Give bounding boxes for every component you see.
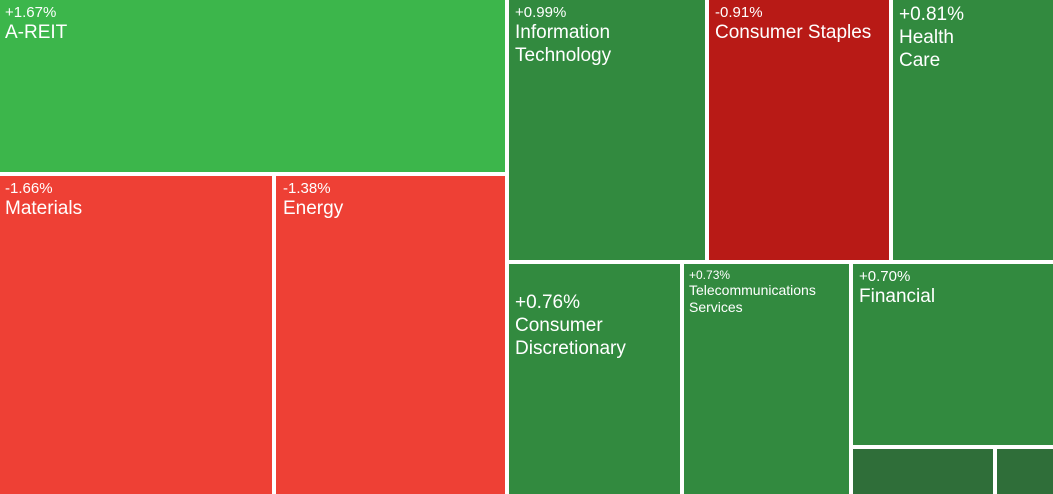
tile-sector-label: Telecommunications Services (689, 282, 816, 316)
tile-sector-label: Consumer Discretionary (515, 314, 626, 359)
tile-change-label: -0.91% (715, 4, 763, 21)
tile-consumer-discretionary[interactable]: +0.76% Consumer Discretionary (509, 264, 680, 494)
tile-energy[interactable]: -1.38% Energy (276, 176, 505, 494)
tile-health-care[interactable]: +0.81% Health Care (893, 0, 1053, 260)
tile-change-label: +0.81% (899, 4, 964, 25)
tile-telecommunications-services[interactable]: +0.73% Telecommunications Services (684, 264, 849, 494)
tile-sector-label: Consumer Staples (715, 22, 872, 43)
tile-sector-label: Health Care (899, 26, 954, 71)
tile-a-reit[interactable]: +1.67% A-REIT (0, 0, 505, 172)
tile-sector-label: Materials (5, 198, 83, 219)
tile-small-sector-2[interactable] (997, 449, 1053, 494)
tile-change-label: -1.66% (5, 180, 53, 197)
tile-information-technology[interactable]: +0.99% Information Technology (509, 0, 705, 260)
tile-change-label: -1.38% (283, 180, 331, 197)
tile-change-label: +0.99% (515, 4, 567, 21)
tile-change-label: +0.73% (689, 268, 731, 282)
tile-consumer-staples[interactable]: -0.91% Consumer Staples (709, 0, 889, 260)
tile-sector-label: Financial (859, 286, 936, 307)
tile-sector-label: Information Technology (515, 22, 612, 66)
tile-sector-label: A-REIT (5, 22, 68, 43)
tile-change-label: +0.70% (859, 268, 911, 285)
tile-change-label: +0.76% (515, 292, 580, 313)
tile-materials[interactable]: -1.66% Materials (0, 176, 272, 494)
tile-small-sector-1[interactable] (853, 449, 993, 494)
tile-change-label: +1.67% (5, 4, 57, 21)
tile-financial[interactable]: +0.70% Financial (853, 264, 1053, 445)
tile-sector-label: Energy (283, 198, 344, 219)
